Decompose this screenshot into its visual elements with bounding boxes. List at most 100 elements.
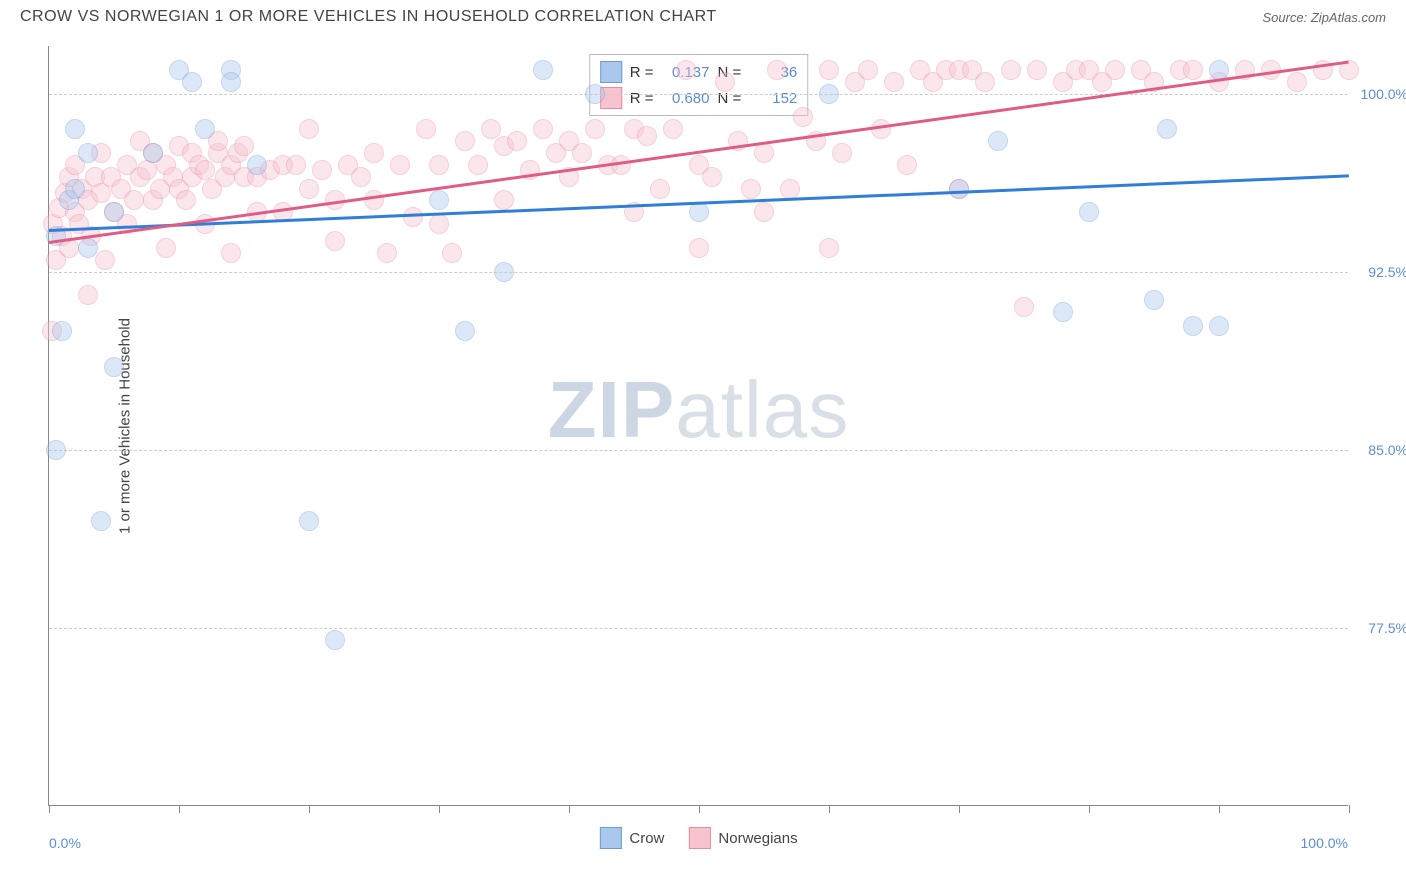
gridline-h <box>49 272 1348 273</box>
data-point <box>416 119 436 139</box>
data-point <box>1079 202 1099 222</box>
data-point <box>637 126 657 146</box>
data-point <box>442 243 462 263</box>
data-point <box>312 160 332 180</box>
data-point <box>78 285 98 305</box>
stat-r-label: R = <box>630 90 654 107</box>
data-point <box>377 243 397 263</box>
data-point <box>832 143 852 163</box>
x-tick <box>829 805 830 813</box>
data-point <box>195 119 215 139</box>
stat-r-label: R = <box>630 64 654 81</box>
data-point <box>676 60 696 80</box>
x-tick <box>1089 805 1090 813</box>
data-point <box>221 243 241 263</box>
data-point <box>455 321 475 341</box>
data-point <box>65 119 85 139</box>
data-point <box>390 155 410 175</box>
data-point <box>1053 302 1073 322</box>
data-point <box>689 202 709 222</box>
data-point <box>182 72 202 92</box>
data-point <box>52 321 72 341</box>
data-point <box>455 131 475 151</box>
data-point <box>143 143 163 163</box>
data-point <box>650 179 670 199</box>
data-point <box>104 357 124 377</box>
swatch-norwegians <box>688 827 710 849</box>
data-point <box>325 630 345 650</box>
data-point <box>767 60 787 80</box>
x-tick-label-left: 0.0% <box>49 835 81 851</box>
chart-source: Source: ZipAtlas.com <box>1262 10 1386 25</box>
stat-n-norwegians: 152 <box>749 90 797 107</box>
x-tick <box>1219 805 1220 813</box>
data-point <box>780 179 800 199</box>
data-point <box>858 60 878 80</box>
data-point <box>286 155 306 175</box>
data-point <box>819 84 839 104</box>
y-tick-label: 77.5% <box>1368 620 1406 636</box>
data-point <box>689 238 709 258</box>
x-tick <box>439 805 440 813</box>
legend-label-crow: Crow <box>629 830 664 847</box>
x-tick <box>959 805 960 813</box>
data-point <box>104 202 124 222</box>
chart-plot-area: 1 or more Vehicles in Household ZIPatlas… <box>48 46 1348 806</box>
data-point <box>195 160 215 180</box>
data-point <box>715 72 735 92</box>
swatch-crow <box>600 61 622 83</box>
y-axis-label: 1 or more Vehicles in Household <box>116 318 133 534</box>
data-point <box>176 190 196 210</box>
data-point <box>221 72 241 92</box>
swatch-crow <box>599 827 621 849</box>
x-tick <box>179 805 180 813</box>
stats-row-norwegians: R = 0.680 N = 152 <box>600 85 798 111</box>
data-point <box>533 119 553 139</box>
chart-title: CROW VS NORWEGIAN 1 OR MORE VEHICLES IN … <box>20 8 717 26</box>
x-tick <box>49 805 50 813</box>
data-point <box>702 167 722 187</box>
data-point <box>494 190 514 210</box>
data-point <box>351 167 371 187</box>
data-point <box>819 238 839 258</box>
data-point <box>1287 72 1307 92</box>
data-point <box>585 84 605 104</box>
legend-item-norwegians: Norwegians <box>688 827 797 849</box>
data-point <box>325 231 345 251</box>
data-point <box>1027 60 1047 80</box>
data-point <box>1105 60 1125 80</box>
data-point <box>819 60 839 80</box>
data-point <box>1014 297 1034 317</box>
watermark: ZIPatlas <box>548 364 849 456</box>
legend-bottom: Crow Norwegians <box>599 827 797 849</box>
data-point <box>364 190 384 210</box>
data-point <box>754 143 774 163</box>
data-point <box>988 131 1008 151</box>
data-point <box>95 250 115 270</box>
data-point <box>429 155 449 175</box>
data-point <box>897 155 917 175</box>
data-point <box>793 107 813 127</box>
data-point <box>91 511 111 531</box>
y-tick-label: 92.5% <box>1368 264 1406 280</box>
data-point <box>949 179 969 199</box>
gridline-h <box>49 94 1348 95</box>
data-point <box>533 60 553 80</box>
data-point <box>299 511 319 531</box>
x-tick <box>309 805 310 813</box>
data-point <box>975 72 995 92</box>
x-tick <box>1349 805 1350 813</box>
data-point <box>403 207 423 227</box>
data-point <box>741 179 761 199</box>
watermark-zip: ZIP <box>548 365 675 454</box>
data-point <box>429 190 449 210</box>
gridline-h <box>49 628 1348 629</box>
data-point <box>299 179 319 199</box>
data-point <box>884 72 904 92</box>
x-tick-label-right: 100.0% <box>1301 835 1348 851</box>
x-tick <box>569 805 570 813</box>
data-point <box>65 179 85 199</box>
watermark-atlas: atlas <box>675 365 849 454</box>
data-point <box>871 119 891 139</box>
data-point <box>124 190 144 210</box>
